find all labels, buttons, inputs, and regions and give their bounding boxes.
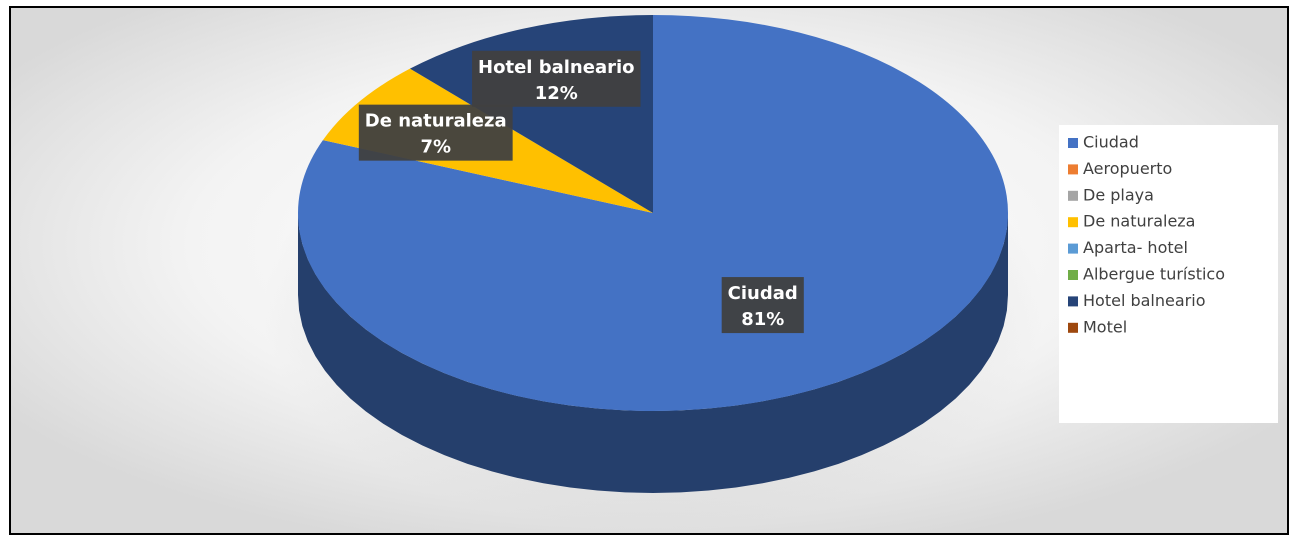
legend-swatch xyxy=(1068,243,1078,254)
legend-label: Hotel balneario xyxy=(1083,291,1205,310)
legend-label: Ciudad xyxy=(1083,133,1139,152)
legend-swatch xyxy=(1068,164,1078,175)
legend-swatch xyxy=(1068,322,1078,333)
data-label: 81% xyxy=(741,309,784,330)
legend-label: Aparta- hotel xyxy=(1083,238,1188,257)
legend xyxy=(1059,125,1278,423)
legend-label: Albergue turístico xyxy=(1083,265,1225,284)
data-label-box xyxy=(472,50,641,107)
data-label: Ciudad xyxy=(728,283,798,304)
legend-swatch xyxy=(1068,270,1078,280)
data-label-box xyxy=(721,277,804,334)
legend-label: Motel xyxy=(1083,317,1127,336)
data-label: 12% xyxy=(535,83,578,104)
legend-swatch xyxy=(1068,296,1078,307)
pie-side xyxy=(298,213,1008,493)
legend-label: Aeropuerto xyxy=(1083,159,1172,178)
legend-label: De playa xyxy=(1083,185,1154,204)
legend-swatch xyxy=(1068,217,1078,228)
legend-swatch xyxy=(1068,190,1078,201)
data-label-box xyxy=(358,104,513,161)
data-label: De naturaleza xyxy=(365,111,507,132)
data-label: Hotel balneario xyxy=(478,57,634,78)
legend-swatch xyxy=(1068,138,1078,148)
legend-label: De naturaleza xyxy=(1083,212,1195,231)
data-label: 7% xyxy=(420,137,451,158)
